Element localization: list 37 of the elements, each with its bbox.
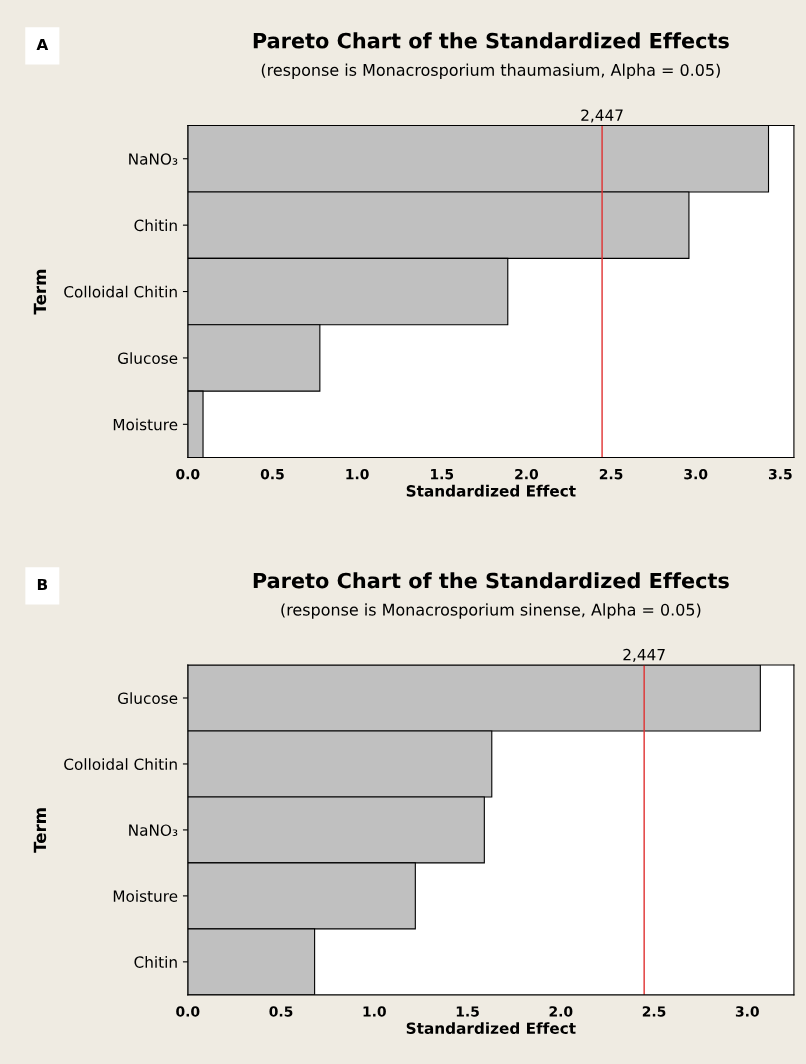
x-tick-label: 3.0 [684,468,708,480]
text: A [36,38,49,51]
chart-title: Pareto Chart of the Standardized Effects [253,572,729,589]
y-tick-label: Colloidal Chitin [64,758,177,770]
chart-subtitle: (response is Monacrosporium sinense, Alpha = 0.05) [281,603,701,619]
x-tick-label: 0.5 [269,1006,293,1017]
x-axis-title: Standardized Effect [406,1022,576,1034]
y-tick-label: Chitin [134,219,177,232]
y-tick-label: Glucose [118,352,178,364]
x-tick-label: 3.5 [768,468,792,480]
chart-subtitle: (response is Monacrosporium thaumasium, Alpha = 0.05) [261,63,720,80]
y-tick-label: Glucose [118,692,178,705]
y-tick-label: Moisture [113,890,178,902]
x-tick-label: 1.0 [346,468,369,480]
y-axis-title: Term [33,808,47,853]
y-tick-label: Colloidal Chitin [64,285,177,298]
x-tick-label: 1.0 [363,1006,386,1017]
x-axis-title: Standardized Effect [406,484,576,497]
y-tick-label: NaNO₃ [129,824,178,836]
y-tick-label: Moisture [113,418,178,431]
x-tick-label: 1.5 [456,1006,479,1017]
chart-title: Pareto Chart of the Standardized Effects [253,32,729,49]
y-tick-label: NaNO₃ [129,153,178,165]
y-tick-label: Chitin [134,956,177,968]
text: B [37,578,48,591]
x-tick-label: 1.5 [431,469,454,480]
x-tick-label: 0.0 [176,468,200,480]
x-tick-label: 0.5 [260,468,284,480]
x-tick-label: 2.0 [515,468,539,480]
ref-line-label: 2,447 [623,648,665,662]
x-tick-label: 2.5 [599,468,623,480]
y-axis-title: Term [33,269,47,315]
ref-line-label: 2,447 [581,109,623,123]
x-tick-label: 3.0 [735,1006,759,1017]
x-tick-label: 2.5 [642,1006,666,1017]
x-tick-label: 0.0 [176,1006,200,1017]
x-tick-label: 2.0 [549,1006,573,1017]
